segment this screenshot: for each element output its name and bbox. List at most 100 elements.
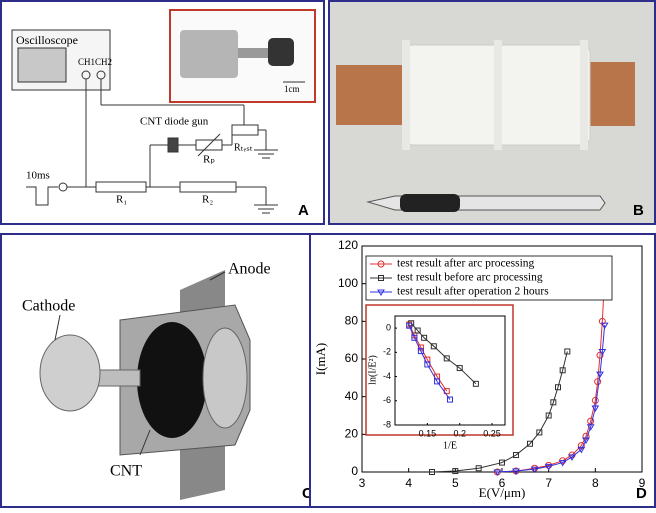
marker [527,440,533,447]
marker [545,412,552,419]
x-tick-label: 5 [452,476,459,490]
y-tick-label: 0 [386,322,391,332]
photo-cylinder [180,30,238,78]
marker [475,465,482,472]
marker [530,466,539,474]
label: R₁ [116,194,127,206]
x-tick-label: 0.2 [453,428,466,438]
label: Rₜₑₛₜ [234,142,253,153]
marker [452,468,459,475]
marker [499,459,505,466]
legend-marker [377,289,385,296]
x-tick-label: 7 [545,476,552,490]
marker [596,371,604,379]
label: Cathode [22,298,75,315]
plot-frame [394,315,506,426]
photo-cap [268,38,294,66]
legend-marker [378,275,384,281]
y-tick-label: -8 [383,419,391,429]
y-tick-label: -4 [383,371,391,381]
x-tick-label: 8 [592,476,599,490]
marker [472,380,479,387]
marker [594,378,602,386]
marker [600,322,609,330]
inset-x-label: 1/E [443,440,457,451]
x-tick-label: 6 [499,476,506,490]
marker [558,460,567,467]
y-tick-label: 100 [338,276,358,290]
marker [447,396,453,403]
y-tick-label: 40 [345,389,359,403]
series-line [410,322,477,385]
photo-flange [402,40,410,150]
legend-box [365,255,613,301]
y-tick-label: 60 [345,351,359,365]
marker [443,355,450,362]
marker [424,361,431,368]
x-tick-label: 9 [639,476,646,490]
marker [512,468,520,476]
legend-label: test result after arc processing [397,258,535,270]
series-line [497,325,606,473]
marker [544,463,553,471]
x-tick-label: 3 [359,476,366,490]
label: CH2 [95,57,112,67]
panel-label: B [633,202,644,219]
marker [568,454,576,461]
marker [434,378,441,385]
marker [550,399,557,406]
render-disk [202,327,248,429]
marker [414,327,421,334]
marker [591,396,599,404]
marker [493,469,502,476]
label: Rₚ [203,154,215,166]
render-cnt [137,322,207,438]
marker [577,446,586,454]
y-axis-label: I(mA) [313,343,328,376]
marker [598,348,607,356]
marker [430,343,437,350]
marker [411,334,418,341]
marker [596,351,604,359]
x-tick-label: 0.25 [483,428,501,438]
chart: 3 4 5 6 7 8 9 0 20 40 60 80 100 120 E(V/μm) I(mA) test r… [313,238,646,500]
marker [536,429,543,436]
label: Anode [228,261,271,278]
label: R₂ [202,194,213,206]
label: CH1 [78,57,95,67]
x-tick-label: 4 [405,476,412,490]
marker [586,424,595,431]
x-axis-label: E(V/μm) [479,485,526,500]
y-tick-label: 20 [345,427,359,441]
y-tick-label: 120 [338,238,358,252]
marker [513,452,519,459]
inset-y-label: ln(I/E²) [367,355,378,385]
marker [582,437,590,444]
photo-flange [580,40,588,150]
label: CNT diode gun [140,116,209,128]
y-tick-label: 0 [351,464,358,478]
panel-label: C [302,485,313,502]
label: CNT [110,463,142,480]
photo-flange [494,40,502,150]
panel-label: D [636,485,647,502]
circuit [11,29,278,214]
label: 10ms [26,170,50,182]
y-tick-label: 80 [345,314,359,328]
marker [421,334,428,341]
label: 1cm [284,84,300,94]
marker [429,469,435,475]
marker [456,365,463,372]
marker [406,322,413,329]
panel-label: A [298,202,309,219]
leader [54,314,61,341]
legend-marker [377,260,385,268]
label: Oscilloscope [16,33,78,47]
legend-label: test result before arc processing [397,272,543,284]
render-cathode [39,334,101,412]
marker [564,348,571,355]
y-tick-label: -6 [383,395,391,405]
legend-label: test result after operation 2 hours [397,286,549,298]
marker [587,417,595,425]
marker [591,405,600,412]
